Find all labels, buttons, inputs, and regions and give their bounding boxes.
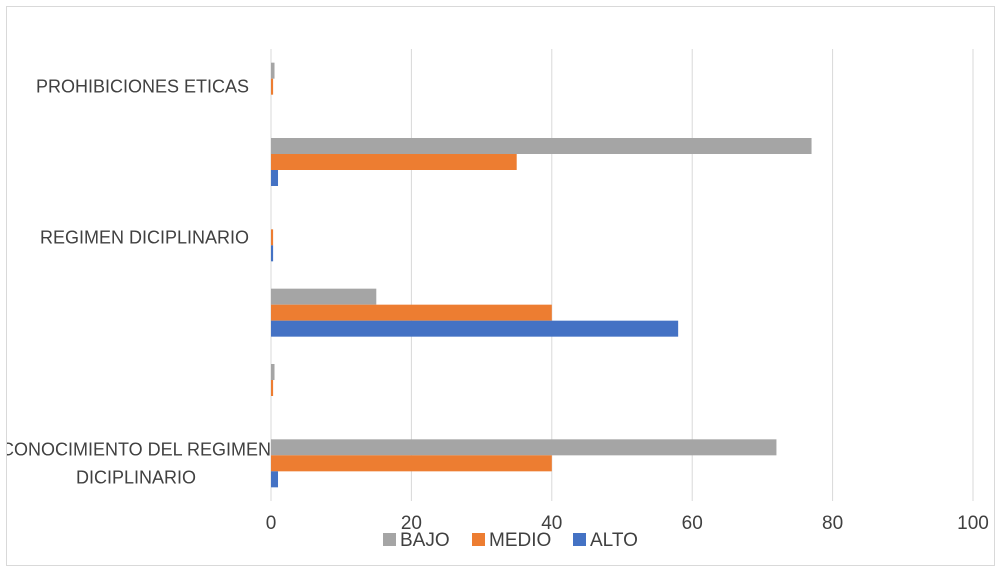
gridlines bbox=[270, 49, 974, 501]
bar-alto bbox=[271, 320, 679, 337]
bar-bajo bbox=[271, 62, 275, 79]
bar-medio bbox=[271, 154, 517, 170]
category-labels: CONOCIMIENTO DEL REGIMEN DICIPLINARIO REGI… bbox=[1, 77, 271, 488]
x-tick-label: 0 bbox=[266, 513, 277, 534]
bar-chart: CONOCIMIENTO DEL REGIMEN DICIPLINARIO REGI… bbox=[1, 49, 989, 551]
bar-medio bbox=[271, 455, 552, 472]
x-tick-labels: 0 20 40 60 80 100 bbox=[266, 513, 989, 534]
legend-label-medio: MEDIO bbox=[489, 530, 551, 551]
legend-label-bajo: BAJO bbox=[400, 530, 450, 551]
bars bbox=[271, 62, 812, 488]
bar-alto bbox=[271, 170, 279, 186]
bar-bajo bbox=[271, 439, 777, 456]
bar-medio bbox=[271, 380, 274, 396]
legend-swatch-alto bbox=[573, 533, 586, 546]
bar-alto bbox=[271, 471, 279, 488]
legend-swatch-bajo bbox=[383, 533, 396, 546]
x-tick-label: 100 bbox=[957, 513, 989, 534]
bar-medio bbox=[271, 229, 274, 246]
category-label: CONOCIMIENTO DEL REGIMEN DICIPLINARIO bbox=[7, 439, 271, 487]
category-label: REGIMEN DICIPLINARIO bbox=[40, 227, 249, 247]
bar-bajo bbox=[271, 138, 812, 154]
x-tick-label: 60 bbox=[682, 513, 703, 534]
legend-label-alto: ALTO bbox=[590, 530, 638, 551]
bar-medio bbox=[271, 78, 274, 95]
chart-area: CONOCIMIENTO DEL REGIMEN DICIPLINARIO REGI… bbox=[1, 6, 995, 566]
legend-swatch-medio bbox=[472, 533, 485, 546]
bar-bajo bbox=[271, 364, 275, 380]
legend: BAJO MEDIO ALTO bbox=[383, 530, 638, 551]
x-tick-label: 40 bbox=[541, 513, 562, 534]
x-tick-label: 20 bbox=[401, 513, 422, 534]
category-label: PROHIBICIONES ETICAS bbox=[36, 77, 249, 97]
bar-bajo bbox=[271, 288, 377, 305]
bar-alto bbox=[271, 245, 274, 262]
x-tick-label: 80 bbox=[822, 513, 843, 534]
bar-medio bbox=[271, 304, 552, 321]
